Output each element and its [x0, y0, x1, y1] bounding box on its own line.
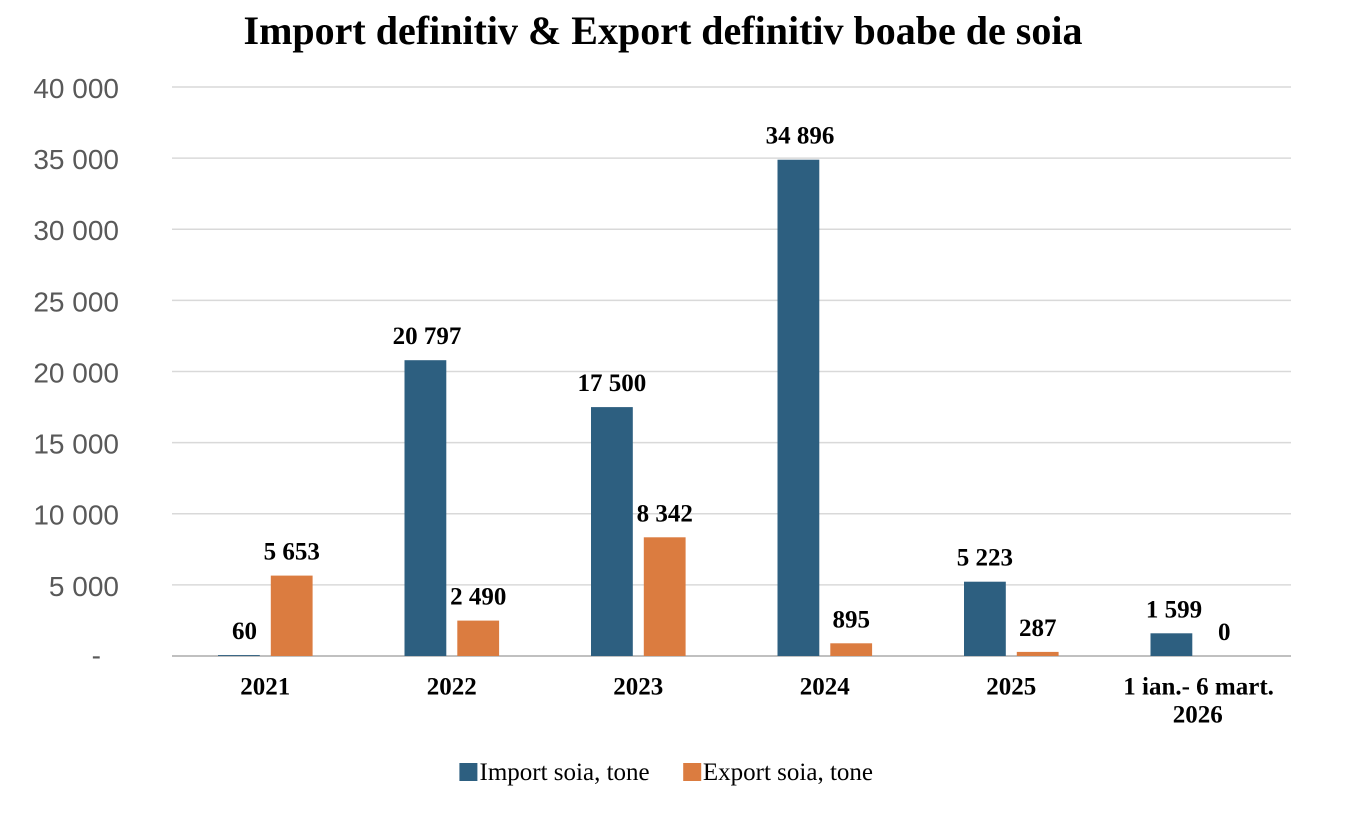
svg-text:Export soia, tone: Export soia, tone [703, 759, 873, 786]
svg-text:8 342: 8 342 [637, 500, 693, 527]
svg-text:40 000: 40 000 [33, 73, 119, 104]
svg-text:895: 895 [832, 606, 870, 633]
svg-text:2024: 2024 [800, 674, 851, 701]
svg-text:2025: 2025 [986, 674, 1036, 701]
svg-text:60: 60 [232, 618, 257, 645]
svg-text:Import soia, tone: Import soia, tone [480, 759, 650, 786]
svg-text:34 896: 34 896 [766, 123, 835, 150]
svg-text:15 000: 15 000 [33, 429, 119, 460]
svg-text:-: - [92, 640, 101, 671]
svg-text:5 000: 5 000 [49, 571, 119, 602]
svg-text:25 000: 25 000 [33, 286, 119, 317]
svg-text:10 000: 10 000 [33, 500, 119, 531]
svg-text:5 223: 5 223 [957, 545, 1013, 572]
svg-text:2023: 2023 [613, 674, 663, 701]
svg-text:287: 287 [1019, 615, 1057, 642]
svg-text:20 797: 20 797 [393, 323, 462, 350]
svg-text:2021: 2021 [240, 674, 290, 701]
svg-text:35 000: 35 000 [33, 144, 119, 175]
svg-text:Import definitiv & Export defi: Import definitiv & Export definitiv boab… [244, 8, 1083, 53]
svg-text:2 490: 2 490 [450, 584, 506, 611]
svg-text:1 ian.- 6 mart.: 1 ian.- 6 mart. [1123, 674, 1274, 701]
svg-text:5 653: 5 653 [264, 539, 320, 566]
svg-text:1 599: 1 599 [1146, 596, 1202, 623]
svg-text:17 500: 17 500 [578, 370, 647, 397]
svg-text:30 000: 30 000 [33, 215, 119, 246]
svg-text:20 000: 20 000 [33, 357, 119, 388]
svg-text:2026: 2026 [1173, 702, 1223, 729]
svg-text:2022: 2022 [427, 674, 477, 701]
svg-text:0: 0 [1218, 619, 1231, 646]
